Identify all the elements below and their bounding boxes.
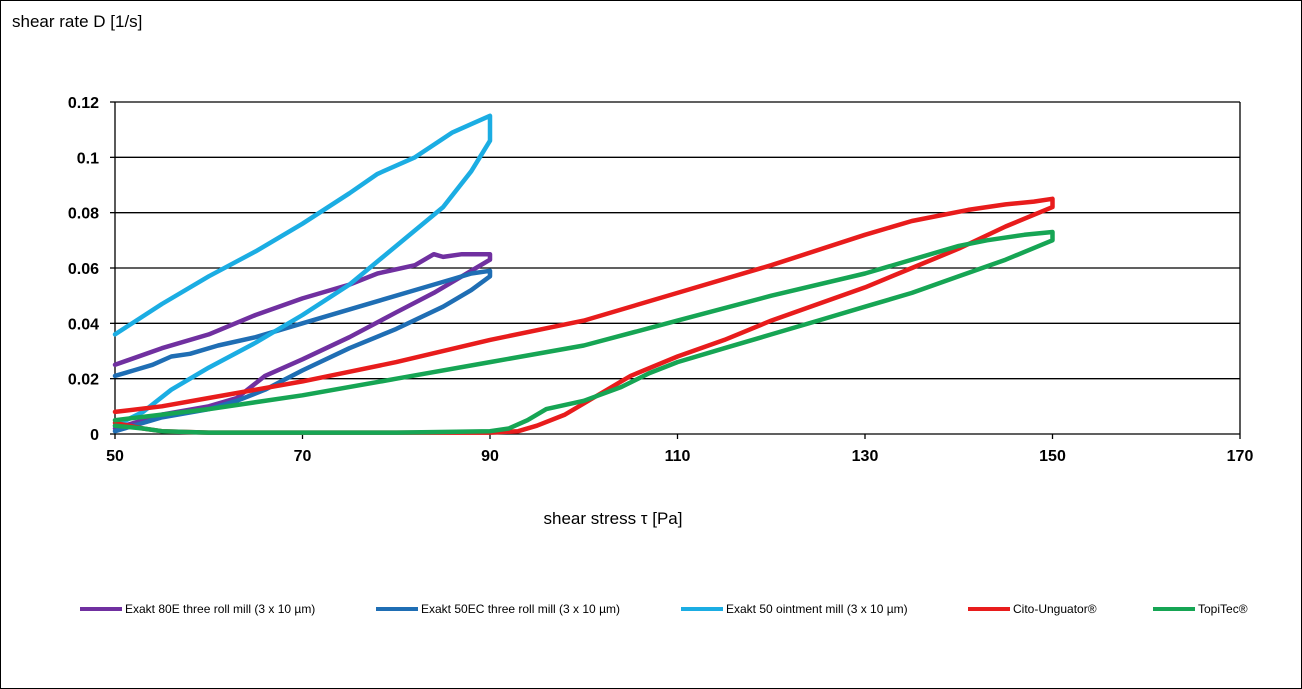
legend-label: Exakt 80E three roll mill (3 x 10 µm) (125, 602, 316, 616)
y-tick-label: 0.02 (68, 372, 99, 389)
legend-item-exakt-80e: Exakt 80E three roll mill (3 x 10 µm) (80, 602, 315, 616)
legend-swatch (80, 607, 122, 611)
x-axis-label: shear stress τ [Pa] (543, 509, 683, 528)
x-tick-label: 70 (294, 448, 312, 465)
legend-label: Exakt 50EC three roll mill (3 x 10 µm) (421, 602, 620, 616)
series-line-1 (112, 268, 493, 434)
gridlines (115, 101, 1240, 380)
y-tick-label: 0.12 (68, 95, 99, 112)
x-tick-label: 130 (852, 448, 879, 465)
legend-swatch (681, 607, 723, 611)
legend-item-topitec: TopiTec® (1153, 602, 1248, 616)
x-tick-label: 90 (481, 448, 499, 465)
legend-swatch (968, 607, 1010, 611)
y-tick-label: 0.1 (77, 150, 99, 167)
y-tick-label: 0.04 (68, 316, 99, 333)
legend-label: Cito-Unguator® (1013, 602, 1097, 616)
x-tick-label: 110 (665, 448, 691, 465)
x-tick-label: 50 (106, 448, 124, 465)
legend-item-exakt-50ec: Exakt 50EC three roll mill (3 x 10 µm) (376, 602, 620, 616)
tick-labels: 0 0.02 0.04 0.06 0.08 0.1 0.12 50 70 90 110 130 150 1… (68, 95, 1254, 465)
x-tick-label: 150 (1039, 448, 1066, 465)
legend-swatch (376, 607, 418, 611)
y-tick-label: 0.06 (68, 261, 99, 278)
legend-label: Exakt 50 ointment mill (3 x 10 µm) (726, 602, 908, 616)
legend-item-exakt-50: Exakt 50 ointment mill (3 x 10 µm) (681, 602, 908, 616)
series-line-0 (112, 251, 493, 431)
series-line-4 (112, 229, 1055, 435)
y-axis-label: shear rate D [1/s] (12, 12, 143, 31)
series-lines (112, 113, 1055, 435)
x-tick-label: 170 (1227, 448, 1254, 465)
y-tick-label: 0 (90, 427, 99, 444)
axes (110, 101, 1241, 439)
series-line-2 (112, 113, 493, 428)
y-tick-label: 0.08 (68, 206, 99, 223)
legend-item-cito-unguator: Cito-Unguator® (968, 602, 1097, 616)
legend-swatch (1153, 607, 1195, 611)
legend-label: TopiTec® (1198, 602, 1248, 616)
legend: Exakt 80E three roll mill (3 x 10 µm) Ex… (0, 602, 1302, 622)
